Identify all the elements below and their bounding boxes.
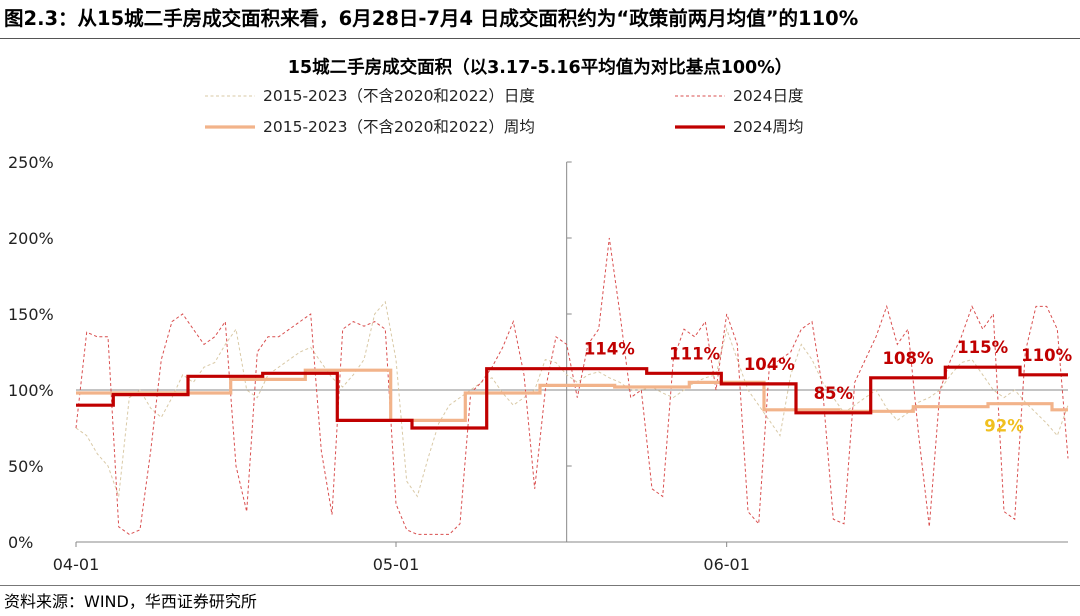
chart-title: 15城二手房成交面积（以3.17-5.16平均值为对比基点100%） <box>288 57 793 78</box>
legend-label-2: 2024日度 <box>733 87 803 105</box>
data-label: 108% <box>883 349 934 368</box>
top-divider <box>0 38 1080 39</box>
line-chart: 15城二手房成交面积（以3.17-5.16平均值为对比基点100%） 2015-… <box>8 57 1073 574</box>
series-layer <box>75 237 1069 535</box>
series-2024-daily <box>75 237 1069 535</box>
y-tick-label: 100% <box>8 381 54 400</box>
legend-label-1: 2015-2023（不含2020和2022）日度 <box>263 87 535 105</box>
data-label: 110% <box>1021 346 1072 365</box>
legend-label-3: 2015-2023（不含2020和2022）周均 <box>263 118 535 136</box>
x-tick-label: 06-01 <box>703 555 750 574</box>
series-hist-weekly <box>76 368 1068 422</box>
y-tick-label: 200% <box>8 229 54 248</box>
source-note: 资料来源：WIND，华西证券研究所 <box>4 592 257 611</box>
data-label: 85% <box>814 384 854 403</box>
data-label: 115% <box>957 338 1008 357</box>
series-hist-daily <box>75 300 1069 498</box>
x-tick-label: 04-01 <box>53 555 100 574</box>
axes: 0% 50% 100% 150% 200% 250% 04-01 05-01 06-01 <box>8 153 1068 574</box>
data-label: 104% <box>744 355 795 374</box>
series-2024-weekly <box>76 365 1068 430</box>
figure-title: 图2.3：从15城二手房成交面积来看，6月28日-7月4 日成交面积约为“政策前… <box>4 7 859 30</box>
y-tick-label: 150% <box>8 305 54 324</box>
y-tick-label: 50% <box>8 457 44 476</box>
y-tick-label: 0% <box>8 533 33 552</box>
y-tick-label: 250% <box>8 153 54 172</box>
legend-label-4: 2024周均 <box>733 118 803 136</box>
data-label: 111% <box>669 344 720 363</box>
legend: 2015-2023（不含2020和2022）日度 2024日度 2015-2023（… <box>205 87 803 136</box>
bottom-divider <box>0 585 1080 586</box>
x-tick-label: 05-01 <box>373 555 420 574</box>
data-label: 114% <box>584 340 635 359</box>
annotation-layer: 114% 111% 104% 85% 108% 115% 110% 92% <box>584 338 1073 435</box>
data-label: 92% <box>984 417 1024 436</box>
